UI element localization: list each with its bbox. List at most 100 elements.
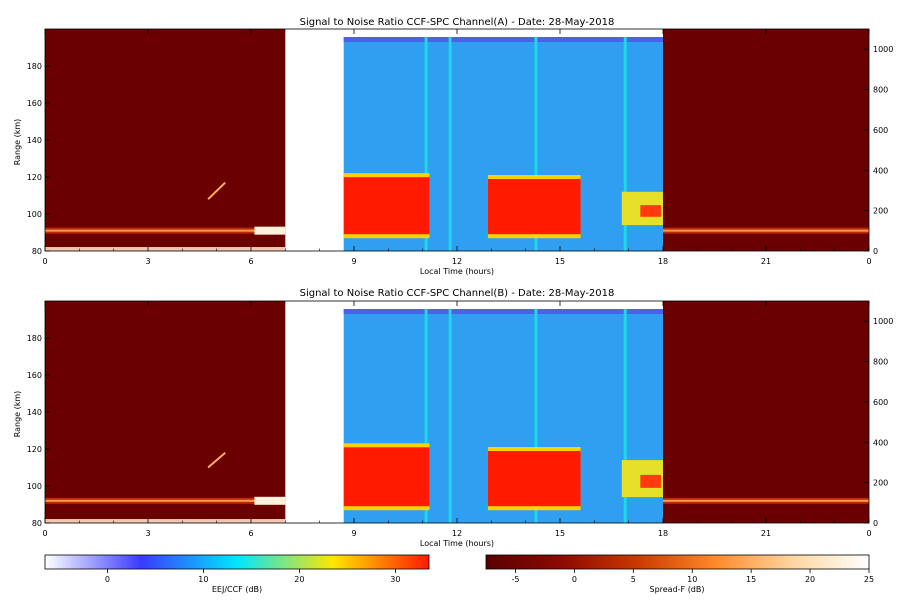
night-layer-left-core: [45, 229, 286, 232]
night-echo-region-left: [45, 29, 286, 251]
x-tick-label-a-4: 12: [452, 257, 462, 266]
x-tick-label-b-8: 0: [866, 529, 871, 538]
x-tick-label-a-8: 0: [866, 257, 871, 266]
y-tick-label-a-4: 160: [27, 99, 42, 108]
panel-b-title: Signal to Noise Ratio CCF-SPC Channel(B)…: [300, 288, 615, 299]
y-tick-label-b-3: 140: [27, 408, 42, 417]
x-tick-label-a-3: 9: [351, 257, 356, 266]
night-layer-right-core: [663, 499, 869, 502]
x-tick-label-a-1: 3: [145, 257, 150, 266]
colorbar-eej-ccf-bar: [44, 554, 430, 570]
colorbar-tick-label-1-1: 0: [572, 575, 577, 584]
x-tick-label-b-6: 18: [658, 529, 668, 538]
x-tick-label-b-7: 21: [761, 529, 771, 538]
y2-tick-label-b-2: 400: [873, 438, 888, 447]
y-tick-label-a-2: 120: [27, 173, 42, 182]
y2-tick-label-b-4: 800: [873, 358, 888, 367]
panel-b-ylabel: Range (km): [13, 391, 22, 438]
night-echo-region-right: [663, 29, 869, 251]
y-tick-label-b-4: 160: [27, 371, 42, 380]
panel-a-xlabel: Local Time (hours): [420, 267, 494, 276]
x-tick-label-a-7: 21: [761, 257, 771, 266]
night-layer-bright-end: [254, 226, 286, 235]
x-tick-label-a-2: 6: [248, 257, 253, 266]
night-layer-bright-end: [254, 496, 286, 505]
night-echo-region-left: [45, 301, 286, 523]
colorbar-tick-label-0-2: 20: [294, 575, 304, 584]
y-tick-label-b-0: 80: [32, 519, 42, 528]
y-tick-label-a-5: 180: [27, 62, 42, 71]
x-tick-label-b-2: 6: [248, 529, 253, 538]
panel-channel-b: Signal to Noise Ratio CCF-SPC Channel(B)…: [13, 288, 893, 548]
y2-tick-label-b-0: 0: [873, 519, 878, 528]
y2-tick-label-a-0: 0: [873, 247, 878, 256]
interference-column-4: [623, 309, 627, 523]
y2-tick-label-b-1: 200: [873, 479, 888, 488]
y-tick-label-a-3: 140: [27, 136, 42, 145]
echo-region-2: [487, 179, 581, 235]
panel-channel-a: Signal to Noise Ratio CCF-SPC Channel(A)…: [13, 17, 893, 276]
echo-region-1: [343, 177, 430, 235]
night-layer-right-core: [663, 229, 869, 232]
colorbar-spread-f-label: Spread-F (dB): [649, 585, 704, 594]
day-top-band: [343, 37, 663, 42]
colorbar-eej-ccf: 0 10 20 30 EEJ/CCF (dB): [44, 554, 430, 594]
colorbar-tick-label-1-0: -5: [511, 575, 519, 584]
echo-region-3-core: [640, 205, 661, 217]
echo-region-2: [487, 451, 581, 507]
x-tick-label-a-6: 18: [658, 257, 668, 266]
night-bottom-strip: [45, 247, 286, 251]
interference-column-2: [448, 309, 452, 523]
panel-a-plot: 0 3 6 9 12 15 18 21 0801001201401601800200400600…: [27, 28, 893, 266]
colorbar-spread-f: -5 0 5 10 15 20 25 Spread-F (dB): [485, 554, 874, 594]
y2-tick-label-a-3: 600: [873, 126, 888, 135]
colorbar-tick-label-0-1: 10: [198, 575, 208, 584]
y2-tick-label-a-2: 400: [873, 166, 888, 175]
x-tick-label-b-1: 3: [145, 529, 150, 538]
panel-a-ylabel: Range (km): [13, 119, 22, 166]
colorbar-eej-ccf-ticks: 0 10 20 30: [105, 569, 400, 584]
y2-tick-label-a-5: 1000: [873, 45, 893, 54]
x-tick-label-b-0: 0: [42, 529, 47, 538]
x-tick-label-b-3: 9: [351, 529, 356, 538]
colorbar-tick-label-1-4: 15: [746, 575, 756, 584]
colorbar-tick-label-0-0: 0: [105, 575, 110, 584]
y-tick-label-b-2: 120: [27, 445, 42, 454]
colorbar-tick-label-0-3: 30: [390, 575, 400, 584]
night-layer-left-core: [45, 499, 286, 502]
x-tick-label-a-0: 0: [42, 257, 47, 266]
x-tick-label-b-5: 15: [555, 529, 565, 538]
y-tick-label-b-1: 100: [27, 482, 42, 491]
y-tick-label-a-1: 100: [27, 210, 42, 219]
y-tick-label-a-0: 80: [32, 247, 42, 256]
interference-column-2: [448, 37, 452, 251]
interference-column-1: [424, 37, 428, 251]
colorbar-tick-label-1-5: 20: [805, 575, 815, 584]
x-tick-label-a-5: 15: [555, 257, 565, 266]
echo-region-1: [343, 447, 430, 507]
x-tick-label-b-4: 12: [452, 529, 462, 538]
panel-b-xlabel: Local Time (hours): [420, 539, 494, 548]
night-bottom-strip: [45, 519, 286, 523]
interference-column-3: [534, 37, 538, 251]
interference-column-1: [424, 309, 428, 523]
night-oblique-feature: [207, 181, 226, 200]
colorbar-tick-label-1-2: 5: [631, 575, 636, 584]
y2-tick-label-b-3: 600: [873, 398, 888, 407]
y-tick-label-b-5: 180: [27, 334, 42, 343]
y2-tick-label-b-5: 1000: [873, 317, 893, 326]
day-top-band: [343, 309, 663, 314]
colorbar-spread-f-bar: [485, 554, 870, 570]
panel-a-title: Signal to Noise Ratio CCF-SPC Channel(A)…: [300, 17, 615, 28]
interference-column-3: [534, 309, 538, 523]
interference-column-4: [623, 37, 627, 251]
y2-tick-label-a-4: 800: [873, 86, 888, 95]
echo-region-3-core: [640, 474, 661, 488]
y2-tick-label-a-1: 200: [873, 207, 888, 216]
panel-b-plot: 0 3 6 9 12 15 18 21 0801001201401601800200400600…: [27, 300, 893, 538]
night-oblique-feature: [207, 451, 226, 469]
colorbar-tick-label-1-3: 10: [687, 575, 697, 584]
colorbar-eej-ccf-label: EEJ/CCF (dB): [212, 585, 262, 594]
night-echo-region-right: [663, 301, 869, 523]
